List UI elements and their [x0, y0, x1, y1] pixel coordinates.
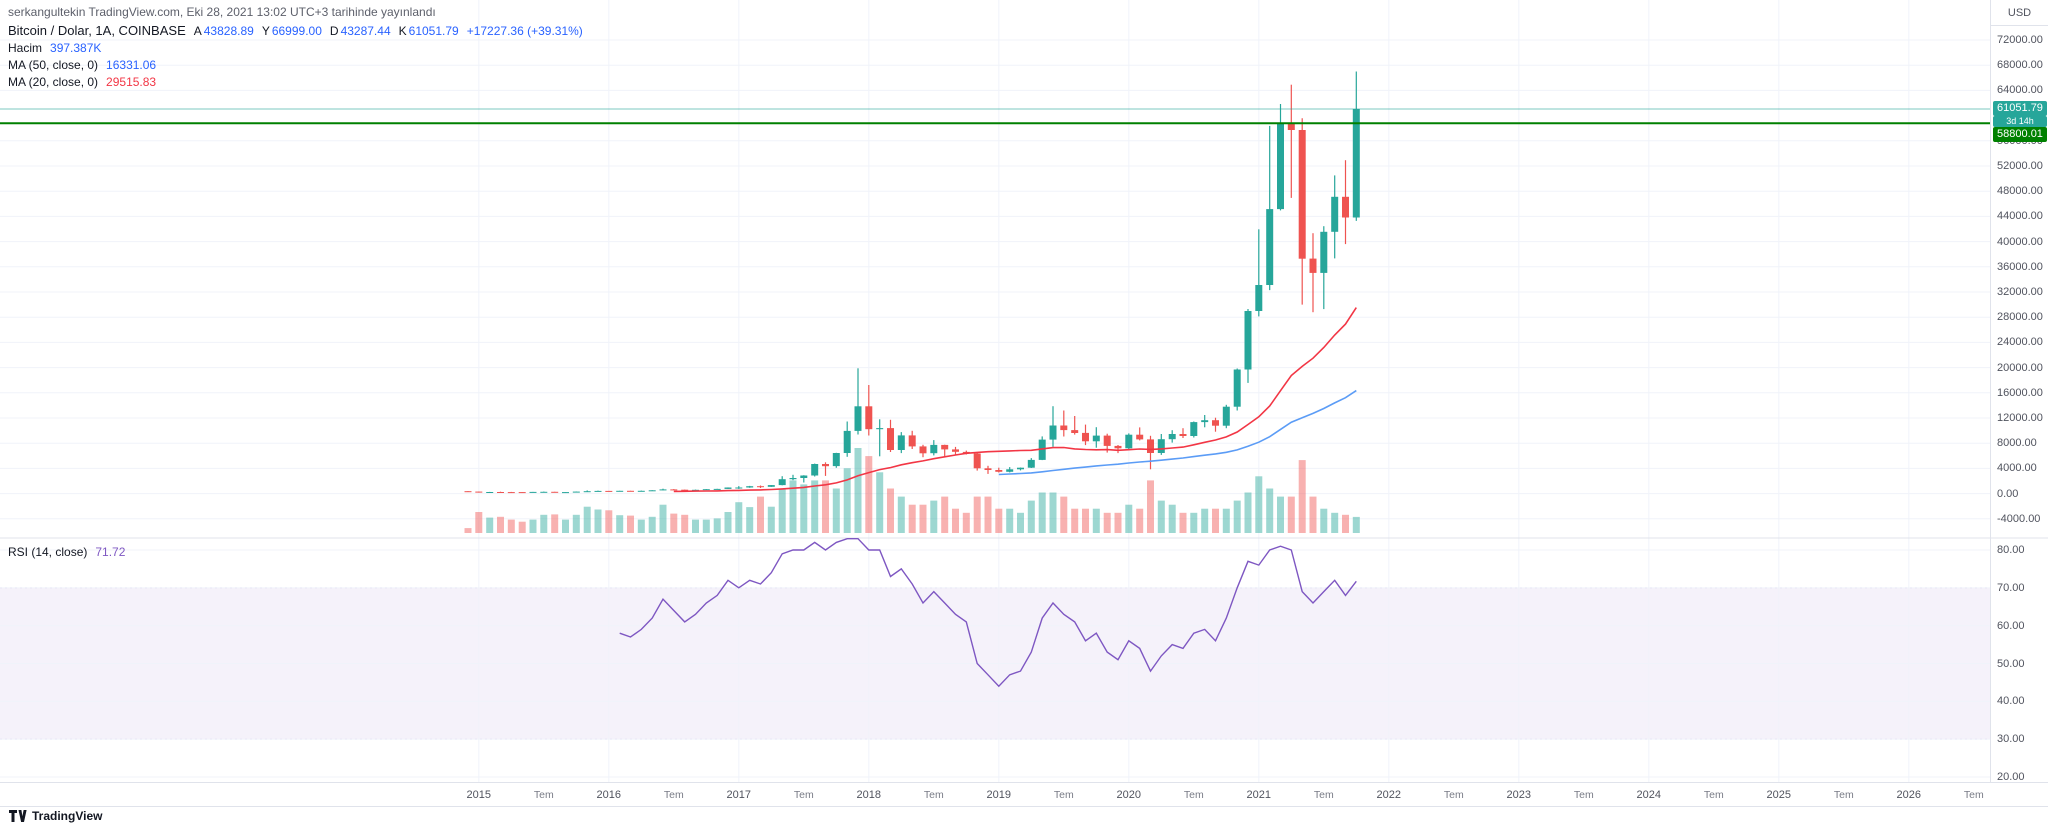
- time-tick-label: Tem: [1963, 789, 1984, 801]
- price-tick-label: 8000.00: [1997, 437, 2037, 450]
- rsi-line: [619, 538, 1357, 688]
- time-tick-label: Tem: [1703, 789, 1724, 801]
- publication-info: serkangultekin TradingView.com, Eki 28, …: [8, 5, 436, 19]
- tradingview-logo[interactable]: [8, 809, 27, 823]
- volume-label[interactable]: Hacim: [8, 40, 43, 55]
- time-tick-label: Tem: [533, 789, 554, 801]
- rsi-tick-label: 20.00: [1997, 771, 2025, 783]
- price-tick-label: 72000.00: [1997, 34, 2043, 46]
- time-tick-label: Tem: [793, 789, 814, 801]
- footer-bar: TradingView: [0, 806, 2048, 824]
- rsi-label[interactable]: RSI (14, close): [8, 544, 88, 559]
- ohlc-open: A 43828.89: [193, 23, 254, 38]
- rsi-tick-label: 60.00: [1997, 619, 2025, 632]
- time-tick-label: Tem: [1183, 789, 1204, 801]
- ohlc-change: +17227.36 (+39.31%): [466, 23, 583, 38]
- price-tick-label: 24000.00: [1997, 336, 2043, 349]
- ma50-line: [998, 389, 1357, 476]
- time-tick-label: 2023: [1506, 789, 1532, 801]
- alert-price-badge[interactable]: 58800.01: [1993, 127, 2047, 142]
- price-tick-label: 28000.00: [1997, 311, 2043, 324]
- last-price-badge: 61051.79: [1993, 101, 2047, 116]
- rsi-tick-label: 30.00: [1997, 733, 2025, 746]
- bar-countdown-badge: 3d 14h: [1993, 116, 2047, 127]
- ma20-value: 29515.83: [106, 74, 157, 89]
- price-tick-label: 48000.00: [1997, 185, 2043, 198]
- price-tick-label: 52000.00: [1997, 160, 2043, 172]
- ma20-line: [673, 307, 1357, 493]
- time-tick-label: 2015: [466, 789, 492, 801]
- price-axis[interactable]: USD 61051.79 3d 14h 58800.01 72000.00 680…: [1990, 0, 2048, 783]
- symbol-legend-row[interactable]: Bitcoin / Dolar, 1A, COINBASE A 43828.89 …: [8, 22, 583, 39]
- ma20-legend-row[interactable]: MA (20, close, 0) 29515.83: [8, 73, 583, 90]
- rsi-legend-row[interactable]: RSI (14, close) 71.72: [8, 543, 125, 560]
- ma50-value: 16331.06: [106, 57, 157, 72]
- ma50-legend-row[interactable]: MA (50, close, 0) 16331.06: [8, 56, 583, 73]
- time-tick-label: 2016: [596, 789, 622, 801]
- price-tick-label: 44000.00: [1997, 210, 2043, 223]
- price-tick-label: 0.00: [1997, 487, 2019, 500]
- rsi-tick-label: 80.00: [1997, 544, 2025, 556]
- price-tick-label: 20000.00: [1997, 361, 2043, 374]
- rsi-value: 71.72: [95, 544, 126, 559]
- price-tick-label: 4000.00: [1997, 462, 2037, 475]
- main-legend: Bitcoin / Dolar, 1A, COINBASE A 43828.89 …: [8, 22, 583, 90]
- ohlc-low: D 43287.44: [329, 23, 391, 38]
- time-tick-label: 2018: [856, 789, 882, 801]
- price-tick-label: 36000.00: [1997, 260, 2043, 273]
- time-axis[interactable]: 2015 Tem 2016 Tem 2017 Tem 2018 Tem 2019 Tem 2020 T…: [0, 782, 2048, 806]
- time-tick-label: 2025: [1766, 789, 1792, 801]
- volume-bars: [464, 448, 1360, 533]
- price-tick-label: 12000.00: [1997, 412, 2043, 424]
- ohlc-high: Y 66999.00: [261, 23, 322, 38]
- time-tick-label: Tem: [1053, 789, 1074, 801]
- time-tick-label: 2020: [1116, 789, 1142, 801]
- tradingview-brand[interactable]: TradingView: [32, 808, 103, 823]
- time-tick-label: 2026: [1896, 789, 1922, 801]
- volume-value: 397.387K: [50, 40, 102, 55]
- price-tick-label: 68000.00: [1997, 59, 2043, 72]
- volume-legend-row[interactable]: Hacim 397.387K: [8, 39, 583, 56]
- rsi-legend: RSI (14, close) 71.72: [8, 543, 125, 560]
- ohlc-close: K 61051.79: [398, 23, 459, 38]
- price-tick-label: 32000.00: [1997, 286, 2043, 298]
- time-tick-label: 2017: [726, 789, 752, 801]
- time-tick-label: Tem: [1573, 789, 1594, 801]
- time-tick-label: 2022: [1376, 789, 1402, 801]
- time-tick-label: 2019: [986, 789, 1012, 801]
- time-tick-label: Tem: [663, 789, 684, 801]
- time-tick-label: Tem: [923, 789, 944, 801]
- rsi-tick-label: 70.00: [1997, 581, 2025, 594]
- rsi-tick-label: 40.00: [1997, 695, 2025, 708]
- time-tick-label: Tem: [1443, 789, 1464, 801]
- time-tick-label: Tem: [1313, 789, 1334, 801]
- candles[interactable]: [464, 71, 1360, 494]
- price-axis-unit: USD: [1991, 0, 2048, 26]
- price-tick-label: -4000.00: [1997, 512, 2041, 525]
- time-tick-label: Tem: [1833, 789, 1854, 801]
- symbol-title[interactable]: Bitcoin / Dolar, 1A, COINBASE: [8, 23, 186, 38]
- time-tick-label: 2024: [1636, 789, 1662, 801]
- ma50-label[interactable]: MA (50, close, 0): [8, 57, 99, 72]
- price-tick-label: 64000.00: [1997, 84, 2043, 97]
- time-tick-label: 2021: [1246, 789, 1272, 801]
- ma20-label[interactable]: MA (20, close, 0): [8, 74, 99, 89]
- rsi-tick-label: 50.00: [1997, 657, 2025, 670]
- price-tick-label: 40000.00: [1997, 235, 2043, 248]
- price-tick-label: 16000.00: [1997, 386, 2043, 399]
